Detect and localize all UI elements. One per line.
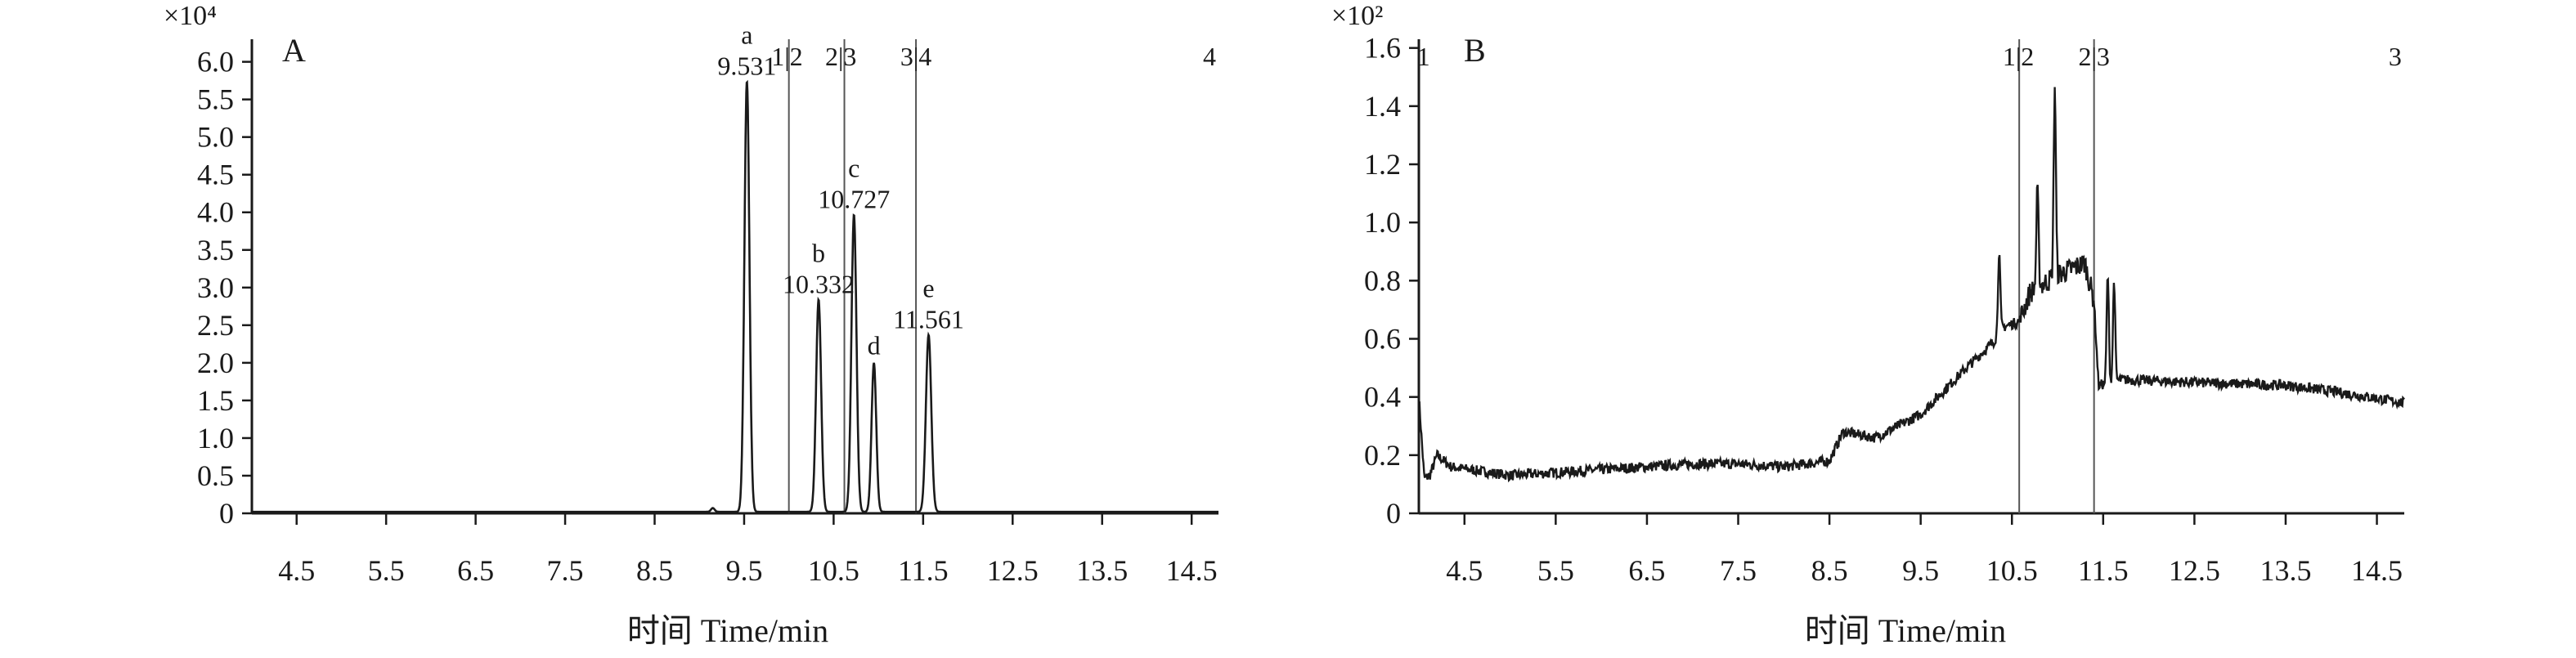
panel-a-peak-rt-label: 9.531 <box>717 51 776 80</box>
panel-b-y-tick-label: 1.2 <box>1364 148 1401 181</box>
panel-a-y-tick-label: 0.5 <box>197 459 234 492</box>
panel-a-x-tick-label: 14.5 <box>1166 554 1218 587</box>
panel-b-x-tick-label: 12.5 <box>2169 554 2220 587</box>
panel-a-x-tick-label: 13.5 <box>1076 554 1128 587</box>
panel-a-x-tick-label: 4.5 <box>278 554 315 587</box>
panel-b-segment-label: 1|2 <box>2003 42 2034 71</box>
panel-b-x-tick-label: 14.5 <box>2351 554 2403 587</box>
panel-a-peak-id-label: c <box>848 153 859 182</box>
panel-a-x-tick-label: 11.5 <box>898 554 949 587</box>
panel-a-y-tick-label: 1.0 <box>197 422 234 454</box>
panel-a-x-tick-label: 5.5 <box>368 554 405 587</box>
panel-b-x-tick-label: 7.5 <box>1720 554 1757 587</box>
panel-a-peak-rt-label: 10.727 <box>818 184 890 213</box>
panel-a-peak-id-label: b <box>812 238 825 267</box>
panel-b-x-ticks: 4.5 5.5 6.5 7.5 8.5 9.5 10.5 11.5 12.5 13.5 14.5 <box>1446 513 2403 587</box>
panel-a-y-tick-label: 2.5 <box>197 309 234 342</box>
panel-a-x-axis-label: 时间 Time/min <box>627 612 828 649</box>
panel-b-y-tick-label: 0.8 <box>1364 264 1401 297</box>
panel-b-segment-label: 2|3 <box>2078 42 2109 71</box>
panel-a-y-tick-label: 0 <box>219 497 234 530</box>
panel-a-x-tick-label: 9.5 <box>725 554 762 587</box>
panel-a-letter: A <box>282 32 306 69</box>
panel-b-exponent-label: ×10² <box>1331 1 1383 31</box>
panel-a-y-ticks: 0 0.5 1.0 1.5 2.0 2.5 3.0 3.5 4.0 4.5 5.0 5.5 6.0 <box>197 46 252 530</box>
panel-a-y-tick-label: 1.5 <box>197 384 234 417</box>
panel-b-x-tick-label: 10.5 <box>1986 554 2038 587</box>
panel-a-peak-id-label: a <box>741 20 752 49</box>
panel-b-y-tick-label: 1.0 <box>1364 206 1401 239</box>
panel-b-segment-lines: 1 1|2 2|3 3 <box>1417 39 2402 513</box>
chart-panel-a: ×10⁴ A 0 0.5 1.0 1.5 2.0 2.5 3.0 3.5 4.0 4.5 5.0 5.… <box>164 1 1218 649</box>
chart-panel-b: ×10² B 0 0.2 0.4 0.6 0.8 1.0 1.2 1.4 1.6 4.5 5.5 6… <box>1331 1 2405 649</box>
panel-b-x-tick-label: 6.5 <box>1628 554 1665 587</box>
panel-b-segment-label: 3 <box>2389 42 2402 71</box>
panel-a-peak-labels: a9.531 b10.332 c10.727 d e11.561 <box>717 20 964 360</box>
panel-b-letter: B <box>1464 32 1486 69</box>
panel-a-y-tick-label: 6.0 <box>197 46 234 78</box>
panel-b-segment-label: 1 <box>1417 42 1430 71</box>
panel-b-y-tick-label: 0 <box>1386 497 1401 530</box>
panel-b-chromatogram-trace <box>1418 87 2405 483</box>
panel-b-x-tick-label: 4.5 <box>1446 554 1483 587</box>
panel-a-y-tick-label: 3.5 <box>197 234 234 266</box>
panel-b-x-tick-label: 8.5 <box>1811 554 1848 587</box>
panel-a-segment-label: 2|3 <box>825 42 856 71</box>
panel-a-peak-rt-label: 10.332 <box>783 269 855 298</box>
panel-a-segment-lines: 1|2 2|3 3|4 4 <box>771 39 1216 513</box>
panel-a-x-tick-label: 7.5 <box>547 554 584 587</box>
panel-a-peak-id-label: e <box>922 274 934 303</box>
panel-b-x-tick-label: 9.5 <box>1902 554 1939 587</box>
panel-b-y-tick-label: 1.4 <box>1364 90 1401 123</box>
panel-b-y-tick-label: 0.4 <box>1364 381 1401 414</box>
panel-b-x-tick-label: 11.5 <box>2078 554 2129 587</box>
panel-a-y-tick-label: 3.0 <box>197 271 234 304</box>
panel-a-x-ticks: 4.5 5.5 6.5 7.5 8.5 9.5 10.5 11.5 12.5 13.5 14.5 <box>278 513 1218 587</box>
panel-b-y-ticks: 0 0.2 0.4 0.6 0.8 1.0 1.2 1.4 1.6 <box>1364 32 1419 530</box>
panel-a-segment-label: 3|4 <box>900 42 931 71</box>
panel-a-y-tick-label: 5.5 <box>197 83 234 116</box>
panel-a-y-tick-label: 2.0 <box>197 347 234 379</box>
panel-a-y-tick-label: 5.0 <box>197 121 234 154</box>
panel-a-peak-id-label: d <box>868 331 881 360</box>
panel-b-y-tick-label: 1.6 <box>1364 32 1401 65</box>
panel-a-y-tick-label: 4.0 <box>197 196 234 229</box>
panel-a-exponent-label: ×10⁴ <box>164 1 217 31</box>
panel-a-segment-label: 4 <box>1203 42 1216 71</box>
panel-a-segment-label: 1|2 <box>771 42 802 71</box>
panel-b-y-tick-label: 0.6 <box>1364 323 1401 356</box>
panel-b-x-axis-label: 时间 Time/min <box>1805 612 2006 649</box>
panel-b-x-tick-label: 5.5 <box>1537 554 1574 587</box>
panel-a-x-tick-label: 8.5 <box>636 554 673 587</box>
panel-a-y-tick-label: 4.5 <box>197 159 234 191</box>
panel-a-x-tick-label: 10.5 <box>808 554 859 587</box>
panel-a-chromatogram-trace <box>252 79 1218 513</box>
panel-a-x-tick-label: 6.5 <box>457 554 494 587</box>
panel-b-y-tick-label: 0.2 <box>1364 439 1401 472</box>
panel-a-x-tick-label: 12.5 <box>987 554 1039 587</box>
panel-b-x-tick-label: 13.5 <box>2260 554 2311 587</box>
panel-a-peak-rt-label: 11.561 <box>893 305 964 334</box>
